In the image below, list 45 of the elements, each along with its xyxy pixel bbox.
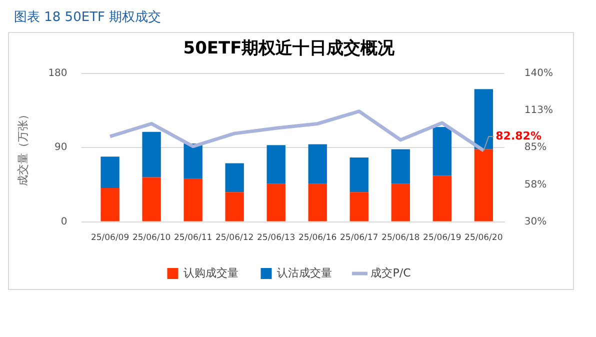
x-tick-label: 25/06/10	[132, 233, 171, 244]
bar	[432, 126, 452, 176]
bar	[225, 192, 244, 222]
legend-label: 认沽成交量	[277, 266, 332, 280]
x-tick-label: 25/06/13	[257, 233, 296, 244]
y2-tick-label: 85%	[524, 142, 547, 154]
y-tick-label: 0	[60, 216, 68, 228]
x-tick-label: 25/06/12	[215, 233, 254, 244]
bar	[142, 132, 161, 178]
bar	[350, 192, 368, 222]
bar	[225, 163, 244, 192]
chart-title: 50ETF期权近十日成交概况	[183, 38, 396, 59]
bar	[100, 156, 120, 188]
x-tick-label: 25/06/16	[298, 233, 337, 244]
bar	[184, 178, 202, 222]
x-tick-label: 25/06/09	[90, 233, 130, 244]
legend-label: 认购成交量	[184, 266, 239, 280]
x-tick-label: 25/06/20	[464, 233, 503, 244]
bar	[391, 149, 410, 184]
legend-label: 成交P/C	[370, 266, 412, 280]
bar	[266, 145, 286, 184]
chart-subtitle: 图表 18 50ETF 期权成交	[14, 9, 162, 26]
bar	[474, 149, 493, 222]
y-axis-title: 成交量（万张）	[16, 109, 30, 186]
y-tick-label: 180	[48, 68, 68, 79]
bar	[308, 144, 327, 184]
bar	[350, 157, 368, 192]
y-tick-label: 90	[54, 142, 68, 154]
y2-tick-label: 113%	[524, 105, 554, 116]
x-tick-label: 25/06/19	[423, 233, 462, 244]
x-tick-label: 25/06/11	[174, 233, 212, 244]
bar	[432, 176, 452, 222]
x-tick-label: 25/06/17	[340, 233, 378, 244]
y2-tick-label: 58%	[524, 179, 547, 190]
x-tick-label: 25/06/18	[382, 233, 420, 244]
y2-tick-label: 30%	[524, 216, 547, 228]
bar	[474, 89, 493, 150]
data-label: 82.82%	[496, 129, 542, 142]
bar	[391, 184, 410, 222]
y2-tick-label: 140%	[524, 68, 554, 79]
bar	[308, 184, 327, 222]
bar	[184, 143, 202, 179]
bar	[100, 188, 120, 222]
bar	[266, 184, 286, 222]
bar	[142, 177, 161, 222]
